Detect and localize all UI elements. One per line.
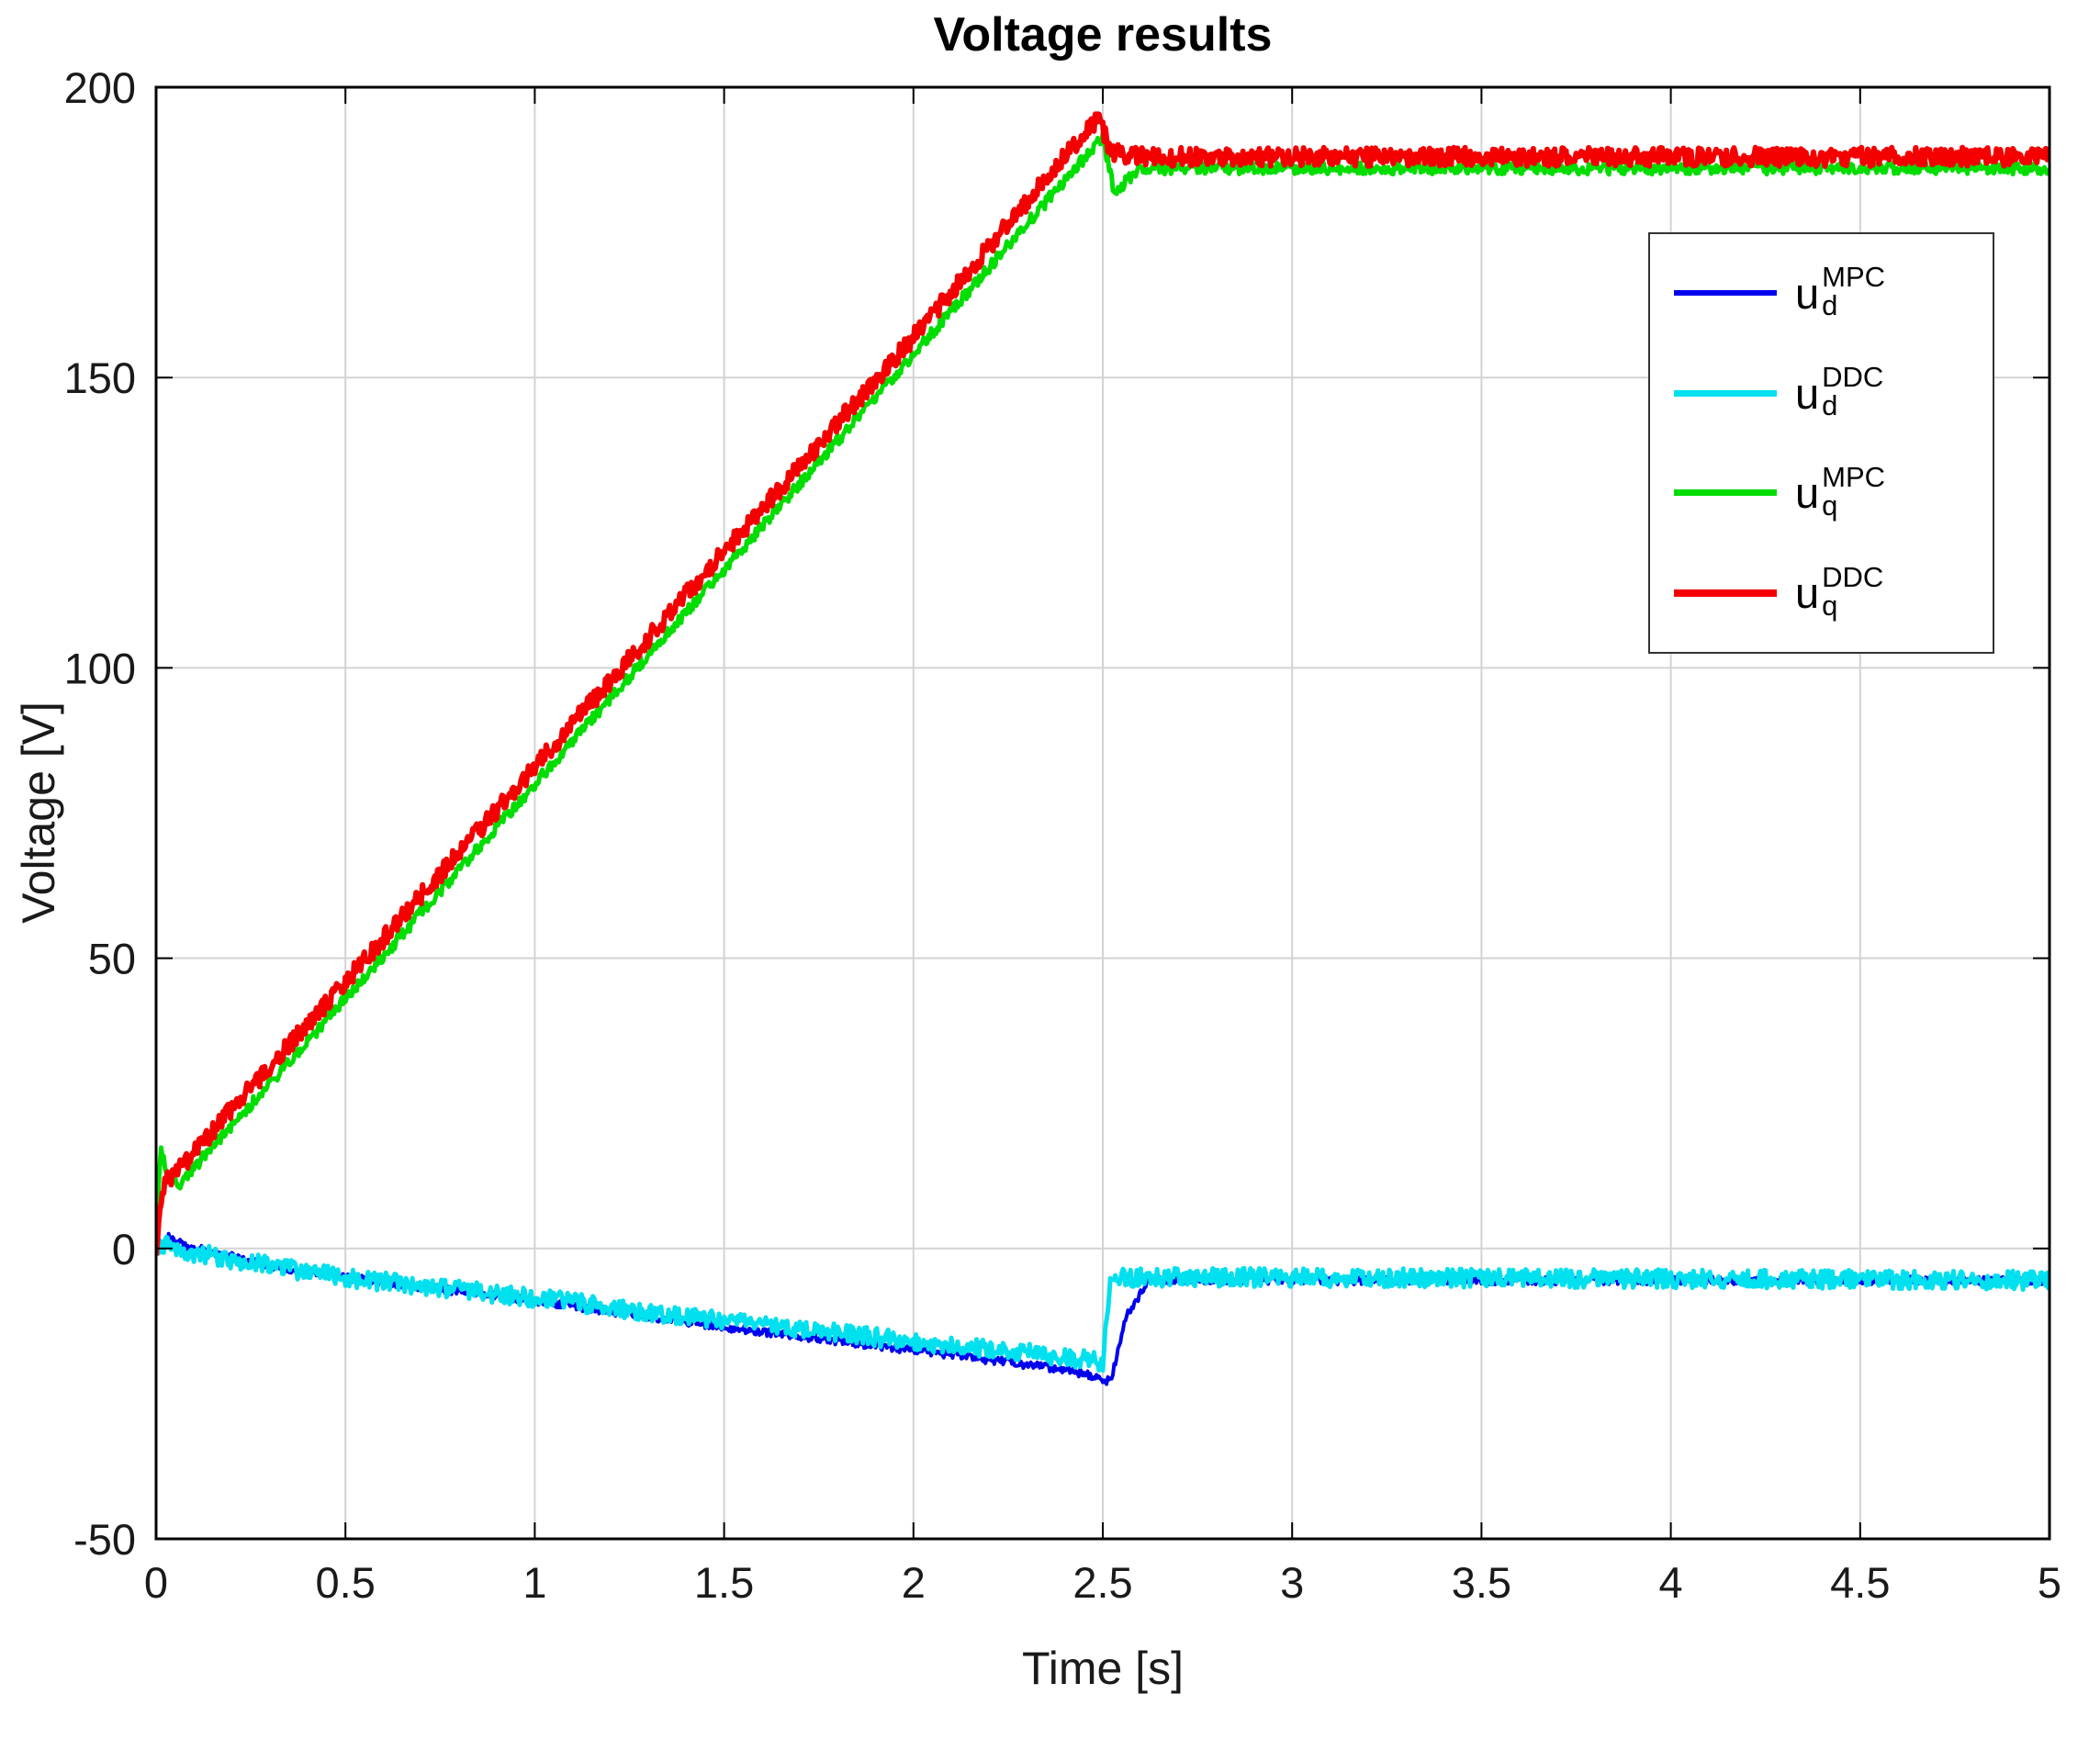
y-tick-label: 50: [88, 935, 136, 983]
axes-box: [154, 85, 2051, 1541]
legend-line-sample-ud-mpc: [1674, 290, 1777, 297]
legend-label-ud-ddc: u DDC d: [1795, 361, 1884, 422]
legend-label-sub: q: [1822, 488, 1838, 522]
x-tick-label: 5: [2038, 1558, 2061, 1607]
legend-label-sub: d: [1822, 289, 1838, 322]
y-tick-label: 200: [64, 63, 136, 112]
legend-entry-ud-mpc: u MPC d: [1650, 261, 1993, 322]
y-tick-label: 100: [64, 644, 136, 692]
x-tick-label: 2: [902, 1558, 926, 1607]
x-tick-label: 3: [1280, 1558, 1304, 1607]
y-tick-label: -50: [73, 1515, 136, 1564]
x-tick-label: 0: [144, 1558, 168, 1607]
legend-label-uq-mpc: u MPC q: [1795, 460, 1886, 522]
x-tick-label: 0.5: [316, 1558, 376, 1607]
legend-entry-ud-ddc: u DDC d: [1650, 361, 1993, 422]
x-tick-label: 4.5: [1830, 1558, 1890, 1607]
x-tick-label: 3.5: [1452, 1558, 1511, 1607]
legend-line-sample-uq-mpc: [1674, 489, 1777, 497]
legend-label-sub: q: [1822, 589, 1838, 622]
x-tick-label: 1.5: [694, 1558, 754, 1607]
legend: u MPC d u DDC d u MPC q u DDC q: [1648, 232, 1994, 654]
legend-label-base: u: [1795, 568, 1820, 618]
legend-line-sample-ud-ddc: [1674, 389, 1777, 397]
x-tick-label: 4: [1659, 1558, 1683, 1607]
series-line-uq-ddc: [156, 111, 2049, 1256]
chart-title: Voltage results: [933, 8, 1273, 62]
legend-entry-uq-mpc: u MPC q: [1650, 460, 1993, 522]
legend-label-base: u: [1795, 468, 1820, 518]
legend-label-base: u: [1795, 268, 1820, 318]
legend-entry-uq-ddc: u DDC q: [1650, 560, 1993, 622]
legend-label-ud-mpc: u MPC d: [1795, 261, 1886, 322]
legend-label-sup: DDC: [1822, 560, 1884, 593]
legend-label-sup: MPC: [1822, 261, 1886, 294]
legend-line-sample-uq-ddc: [1674, 589, 1777, 597]
y-tick-label: 0: [112, 1225, 136, 1273]
x-axis-label: Time [s]: [1022, 1643, 1184, 1694]
legend-label-sup: MPC: [1822, 460, 1886, 493]
legend-label-sup: DDC: [1822, 361, 1884, 394]
legend-label-sub: d: [1822, 389, 1838, 422]
legend-label-uq-ddc: u DDC q: [1795, 560, 1884, 622]
series-line-ud-ddc: [156, 1234, 2049, 1374]
x-tick-label: 1: [522, 1558, 546, 1607]
y-tick-label: 150: [64, 353, 136, 402]
legend-label-base: u: [1795, 368, 1820, 418]
y-axis-label: Voltage [V]: [13, 701, 64, 924]
x-tick-label: 2.5: [1072, 1558, 1132, 1607]
